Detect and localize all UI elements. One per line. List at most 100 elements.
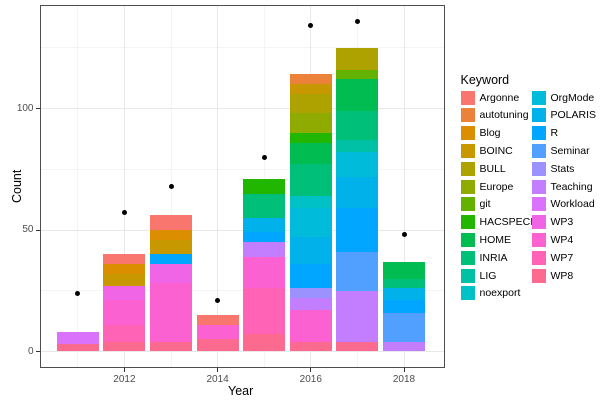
legend-label-BOINC: BOINC [479, 144, 513, 157]
y-tick-100 [35, 108, 40, 109]
legend-swatch-INRIA [460, 250, 475, 265]
data-point-2012 [121, 210, 127, 216]
bar-segment-2013-Blog [150, 230, 192, 240]
legend-label-WP8: WP8 [550, 269, 574, 282]
legend-label-autotuning: autotuning [479, 109, 529, 122]
legend-swatch-Argonne [460, 90, 475, 105]
legend-label-Seminar: Seminar [550, 144, 590, 157]
legend-label-git: git [479, 198, 491, 211]
bar-segment-2016-INRIA [289, 164, 332, 196]
legend-swatch-noexport [460, 286, 475, 301]
legend-swatch-WP4 [531, 232, 546, 247]
y-axis-title: Count [10, 169, 24, 203]
legend-label-Argonne: Argonne [479, 91, 520, 104]
gridline-horizontal [40, 229, 444, 231]
bar-segment-2016-autotuning [289, 74, 332, 85]
gridline-vertical [77, 5, 79, 367]
gridline-horizontal [40, 47, 444, 49]
bar-segment-2017-BULL [336, 47, 379, 70]
data-point-2015 [261, 154, 267, 160]
bar-segment-2013-Argonne [150, 215, 192, 230]
bar-segment-2012-Argonne [103, 254, 146, 265]
legend-label-POLARIS: POLARIS [550, 109, 597, 122]
gridline-vertical [217, 5, 219, 367]
bar-segment-2018-HOME [383, 261, 425, 279]
legend-swatch-WP7 [531, 250, 546, 265]
legend-swatch-HOME [460, 232, 475, 247]
bar-segment-2014-Argonne [196, 315, 239, 325]
bar-segment-2011-Workload [56, 332, 99, 345]
bar-segment-2015-WP7 [243, 288, 286, 335]
bar-segment-2018-Seminar [383, 312, 425, 342]
gridline-horizontal [40, 290, 444, 292]
x-axis-title: Year [228, 384, 254, 398]
bar-segment-2016-WP8 [289, 341, 332, 352]
bar-segment-2012-WP8 [103, 341, 146, 352]
data-point-2011 [75, 290, 81, 296]
legend-swatch-LIG [460, 268, 475, 283]
x-tick-label-2014: 2014 [206, 373, 229, 385]
bar-segment-2012-WP4 [103, 300, 146, 325]
bar-segment-2013-WP4 [150, 283, 192, 342]
x-tick-2012 [123, 367, 125, 372]
bar-segment-2013-R [150, 254, 192, 265]
legend-swatch-Teaching [531, 179, 546, 194]
bar-segment-2016-HOME [289, 142, 332, 165]
x-tick-label-2016: 2016 [299, 373, 322, 385]
bar-segment-2018-R [383, 300, 425, 313]
bar-segment-2012-WP3 [103, 285, 146, 301]
legend-label-INRIA: INRIA [479, 251, 508, 264]
bar-segment-2017-Teaching [336, 290, 379, 342]
legend-label-WP3: WP3 [550, 216, 574, 229]
x-tick-2014 [217, 367, 219, 372]
bar-segment-2012-WP7 [103, 324, 146, 342]
legend-swatch-Stats [531, 161, 546, 176]
legend-label-HOME: HOME [479, 233, 512, 246]
data-point-2016 [308, 23, 314, 29]
bar-segment-2013-BOINC [150, 239, 192, 255]
bar-segment-2016-HACSPECIS [289, 132, 332, 143]
legend-swatch-R [531, 126, 546, 141]
legend-label-LIG: LIG [479, 269, 497, 282]
bar-segment-2014-WP4 [196, 324, 239, 340]
legend-label-Workload: Workload [550, 198, 595, 211]
bar-segment-2016-Europe [289, 113, 332, 133]
bar-segment-2011-WP8 [56, 344, 99, 352]
gridline-vertical [403, 5, 405, 367]
bar-segment-2016-Stats [289, 288, 332, 299]
legend-label-Stats: Stats [550, 162, 575, 175]
bar-segment-2016-WP4 [289, 310, 332, 342]
gridline-horizontal [40, 108, 444, 109]
bar-segment-2016-BOINC [289, 84, 332, 94]
legend-swatch-WP8 [531, 268, 546, 283]
legend-swatch-HACSPECIS [460, 215, 475, 230]
bar-segment-2015-HACSPECIS [243, 178, 286, 194]
bar-segment-2017-R [336, 208, 379, 252]
legend-label-R: R [550, 127, 559, 140]
bar-segment-2016-Teaching [289, 298, 332, 311]
bar-segment-2012-BOINC [103, 273, 146, 286]
x-tick-label-2018: 2018 [392, 373, 416, 385]
bar-segment-2017-OrgMode [336, 152, 379, 177]
legend-label-Blog: Blog [479, 127, 501, 140]
x-tick-2018 [403, 367, 405, 372]
gridline-vertical [123, 5, 125, 367]
bar-segment-2017-LIG [336, 140, 379, 153]
legend-title: Keyword [460, 73, 510, 87]
bar-segment-2017-POLARIS [336, 176, 379, 209]
y-tick-label-100: 100 [16, 102, 34, 114]
bar-segment-2015-WP4 [243, 256, 286, 289]
bar-segment-2017-git [336, 69, 379, 80]
legend-swatch-Seminar [531, 143, 546, 158]
bar-segment-2016-R [289, 264, 332, 289]
y-tick-label-0: 0 [27, 345, 34, 357]
legend-swatch-BULL [460, 161, 475, 176]
data-point-2014 [215, 297, 221, 303]
bar-segment-2014-WP8 [196, 339, 239, 352]
data-point-2018 [401, 232, 407, 238]
y-tick-label-50: 50 [22, 224, 34, 235]
legend-swatch-Workload [531, 197, 546, 212]
bar-segment-2016-noexport [289, 195, 332, 209]
legend-swatch-Blog [460, 126, 475, 141]
